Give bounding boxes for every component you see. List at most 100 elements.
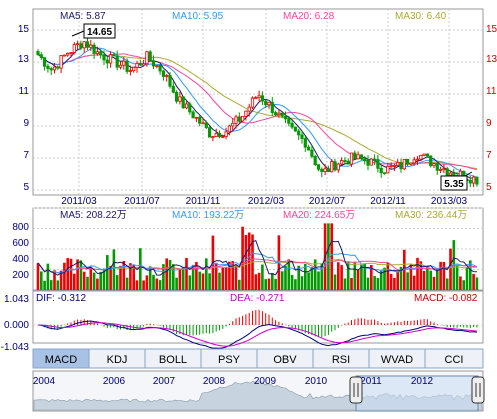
volume-bar [304,263,307,290]
candle-body [211,136,215,138]
tab-macd-label[interactable]: MACD [45,354,77,366]
candle-body [181,96,185,109]
candle-body [247,106,251,112]
tab-obv[interactable]: OBV [256,348,314,369]
candle-body [244,110,248,117]
candle-body [174,91,179,102]
candle-body [125,60,129,72]
volume-bar [218,272,221,290]
candle-body [270,101,274,113]
volume-bar [274,278,277,290]
navigator-year: 2004 [33,376,56,387]
volume-bar [129,263,132,290]
volume-bar [287,259,291,290]
candle-body [135,62,139,68]
navigator-handle-right-body[interactable] [471,376,485,404]
volume-bar [135,280,139,290]
volume-bar [46,263,50,290]
price-legend-ma30: MA30: 6.40 [395,11,447,22]
volume-bar [340,265,343,290]
tab-boll-label[interactable]: BOLL [159,354,187,366]
volume-bar [436,268,439,290]
volume-legend-ma5: MA5: 208.22万 [60,210,127,221]
candle-body [204,122,208,129]
volume-y-tick: 200 [12,270,29,281]
tab-psy-label[interactable]: PSY [218,354,241,366]
candle-body [386,165,390,174]
tab-cci[interactable]: CCI [424,348,484,369]
price-y-tick-right: 13 [486,54,497,65]
volume-bar [297,265,300,290]
candle-body [39,54,43,59]
candle-body [333,161,337,171]
candle-body [287,118,291,124]
tab-psy[interactable]: PSY [200,348,258,369]
candle-body [79,43,83,49]
navigator-handle-right[interactable] [471,376,485,404]
candle-body [356,154,360,160]
tab-cci-label[interactable]: CCI [445,354,464,366]
navigator-handle-left[interactable] [349,376,363,404]
volume-bar [198,271,201,290]
candle-body [359,154,364,160]
tab-obv-label[interactable]: OBV [273,354,297,366]
volume-bar [254,274,258,290]
tab-rsi-label[interactable]: RSI [332,354,350,366]
volume-bar [66,258,69,290]
price-y-tick: 5 [23,182,29,193]
candle-body [273,112,278,116]
volume-bar [432,276,436,290]
candle-body [458,170,463,177]
tab-wvad[interactable]: WVAD [368,348,426,369]
tab-boll[interactable]: BOLL [144,348,202,369]
tab-rsi[interactable]: RSI [312,348,370,369]
navigator-handle-left-body[interactable] [349,376,363,404]
candle-body [115,55,119,68]
volume-bar [462,280,465,290]
volume-bar [445,278,449,290]
candle-body [237,116,241,122]
high-callout-pointer [71,30,85,37]
volume-bar [188,275,192,290]
tab-kdj[interactable]: KDJ [88,348,146,369]
tab-cci-bg[interactable] [424,348,484,369]
volume-bar [214,262,218,290]
volume-bar [383,267,386,290]
x-tick: 2011/07 [124,196,160,207]
volume-bar [247,232,251,290]
macd-dif-line [37,320,477,349]
price-y-tick-right: 7 [486,150,492,161]
candle-body [234,116,238,124]
volume-bar [343,278,347,290]
price-legend-ma5: MA5: 5.87 [60,11,106,22]
price-y-tick-right: 9 [486,118,492,129]
candle-body [43,57,47,67]
tab-kdj-label[interactable]: KDJ [107,354,128,366]
candle-body [221,136,225,138]
price-y-tick: 13 [18,54,30,65]
candle-body [372,158,377,161]
volume-bar [271,273,274,290]
volume-bar [132,265,135,290]
candle-body [290,122,294,128]
volume-bar [49,280,53,290]
tab-macd[interactable]: MACD [32,348,90,369]
volume-bar [267,278,271,290]
indicator-tabs: MACD KDJ BOLL PSY OBV RSI WVAD CCI [32,348,484,369]
candle-body [316,164,321,170]
candle-body [409,162,413,165]
candle-body [267,101,271,106]
candle-body [257,95,261,99]
candle-body [310,149,314,157]
volume-bar [284,265,287,290]
volume-bar [224,267,228,290]
volume-bar [449,248,452,290]
volume-bar [185,257,188,290]
high-callout-label: 14.65 [87,27,112,38]
price-legend-ma10: MA10: 5.95 [172,11,224,22]
tab-wvad-label[interactable]: WVAD [381,354,413,366]
low-callout-box [440,175,468,191]
volume-bars [36,223,479,290]
x-tick: 2011/03 [61,196,97,207]
